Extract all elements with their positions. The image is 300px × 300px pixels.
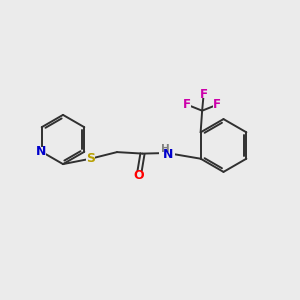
Text: H: H [160,144,169,154]
FancyBboxPatch shape [134,171,143,180]
FancyBboxPatch shape [200,90,208,98]
FancyBboxPatch shape [183,100,191,109]
FancyBboxPatch shape [159,148,175,158]
Text: S: S [86,152,95,165]
FancyBboxPatch shape [36,147,46,157]
Text: N: N [163,148,173,161]
Text: F: F [213,98,221,111]
Text: N: N [36,145,46,158]
Text: F: F [183,98,191,111]
FancyBboxPatch shape [213,100,221,109]
Text: O: O [134,169,144,182]
FancyBboxPatch shape [86,154,95,163]
Text: F: F [200,88,208,101]
